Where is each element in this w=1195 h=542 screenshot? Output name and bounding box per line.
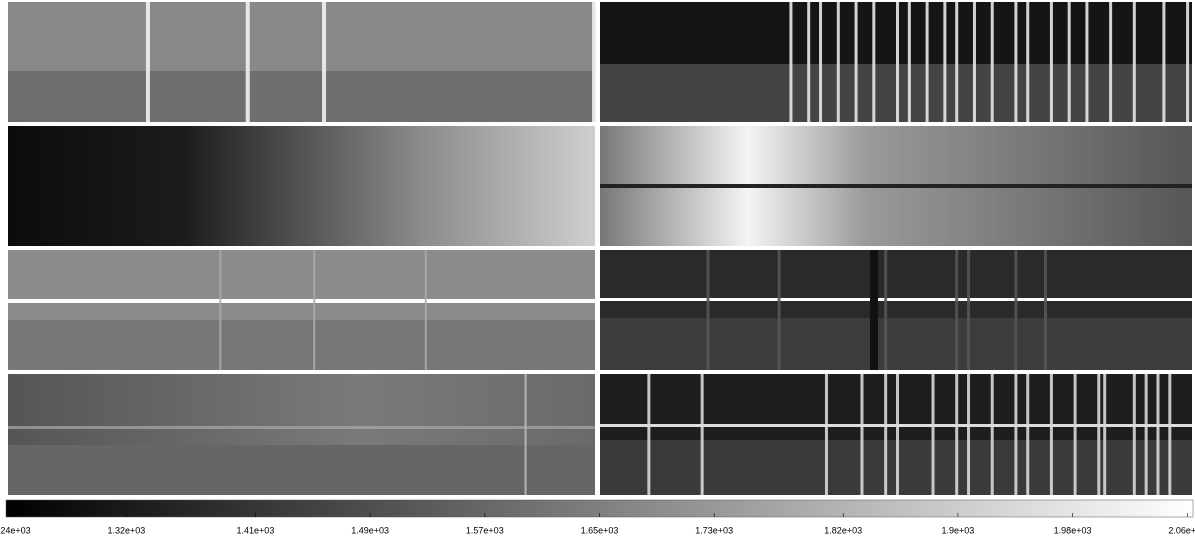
spectral-line <box>1132 374 1136 495</box>
panel <box>8 197 595 246</box>
spectral-line <box>884 374 888 495</box>
spectral-line <box>896 374 899 495</box>
spectral-line <box>990 374 994 495</box>
spectral-line <box>1144 374 1148 495</box>
spectral-line <box>860 374 864 495</box>
spectral-line <box>931 374 935 495</box>
spectral-line <box>955 374 959 495</box>
colorbar-tick-label: 1.73e+03 <box>695 525 733 535</box>
spectral-line <box>972 2 976 122</box>
spectral-line <box>777 250 781 370</box>
colorbar-tick-label: 1.98e+03 <box>1054 525 1092 535</box>
spectral-line <box>907 2 911 122</box>
spectral-line <box>1097 374 1101 495</box>
spectral-line <box>647 374 651 495</box>
spectral-line <box>1156 374 1160 495</box>
spectral-line <box>884 250 888 370</box>
spectral-line <box>245 2 250 122</box>
spectral-line <box>836 2 840 122</box>
spectral-line <box>1103 374 1107 495</box>
spectral-line <box>990 2 994 122</box>
spectral-line <box>424 250 427 370</box>
spectral-line <box>925 2 929 122</box>
panel <box>8 320 595 370</box>
colorbar-tick-label: 1.82e+03 <box>824 525 862 535</box>
spectral-line <box>1132 2 1136 122</box>
panel <box>8 71 595 122</box>
colorbar-tick-label: 1.57e+03 <box>466 525 504 535</box>
spectral-line <box>789 2 793 122</box>
panel-line <box>870 250 878 370</box>
spectral-line <box>955 2 959 122</box>
spectral-line <box>1073 374 1077 495</box>
panel <box>8 374 595 445</box>
spectral-line <box>145 2 150 122</box>
spectral-line <box>524 374 527 495</box>
spectral-line <box>1109 2 1113 122</box>
spectral-line <box>967 250 971 370</box>
spectral-line <box>824 374 828 495</box>
panel-line <box>600 184 1192 188</box>
spectral-line <box>1186 2 1190 122</box>
spectral-line <box>854 2 858 122</box>
spectral-line <box>896 2 899 122</box>
spectral-line <box>1026 2 1030 122</box>
spectral-line <box>1085 2 1089 122</box>
panel <box>8 2 595 71</box>
spectral-line <box>592 2 597 122</box>
spectral-line <box>313 250 316 370</box>
spectral-line <box>700 374 704 495</box>
spectral-line <box>872 2 876 122</box>
panel-trace <box>8 426 595 429</box>
spectral-line <box>1044 250 1047 370</box>
colorbar-tick-label: 1.41e+03 <box>237 525 275 535</box>
spectral-line <box>819 2 823 122</box>
spectral-line <box>706 250 710 370</box>
colorbar-tick-label: 1.49e+03 <box>351 525 389 535</box>
colorbar-tick-label: 1.65e+03 <box>581 525 619 535</box>
spectral-line <box>1049 2 1053 122</box>
panel-trace <box>600 298 1192 301</box>
spectral-line <box>1049 374 1053 495</box>
spectral-line <box>1168 374 1172 495</box>
panel <box>600 318 1192 370</box>
spectral-line <box>967 374 971 495</box>
colorbar-tick-label: 2.06e+03 <box>1168 525 1195 535</box>
spectral-line <box>1014 250 1018 370</box>
spectral-line <box>1067 2 1071 122</box>
spectra-panels <box>8 2 1192 495</box>
panel-trace <box>8 299 595 303</box>
spectral-line <box>1014 374 1018 495</box>
spectral-line <box>219 250 222 370</box>
spectral-line <box>807 2 811 122</box>
panel <box>8 445 595 495</box>
spectral-line <box>1162 2 1166 122</box>
colorbar-tick-label: 1.24e+03 <box>0 525 31 535</box>
spectral-line <box>1026 374 1030 495</box>
spectral-line <box>322 2 327 122</box>
colorbar-tick-label: 1.9e+03 <box>941 525 974 535</box>
spectral-line <box>943 2 947 122</box>
spectral-line <box>1014 2 1018 122</box>
spectral-line <box>955 250 959 370</box>
colorbar-tick-label: 1.32e+03 <box>108 525 146 535</box>
